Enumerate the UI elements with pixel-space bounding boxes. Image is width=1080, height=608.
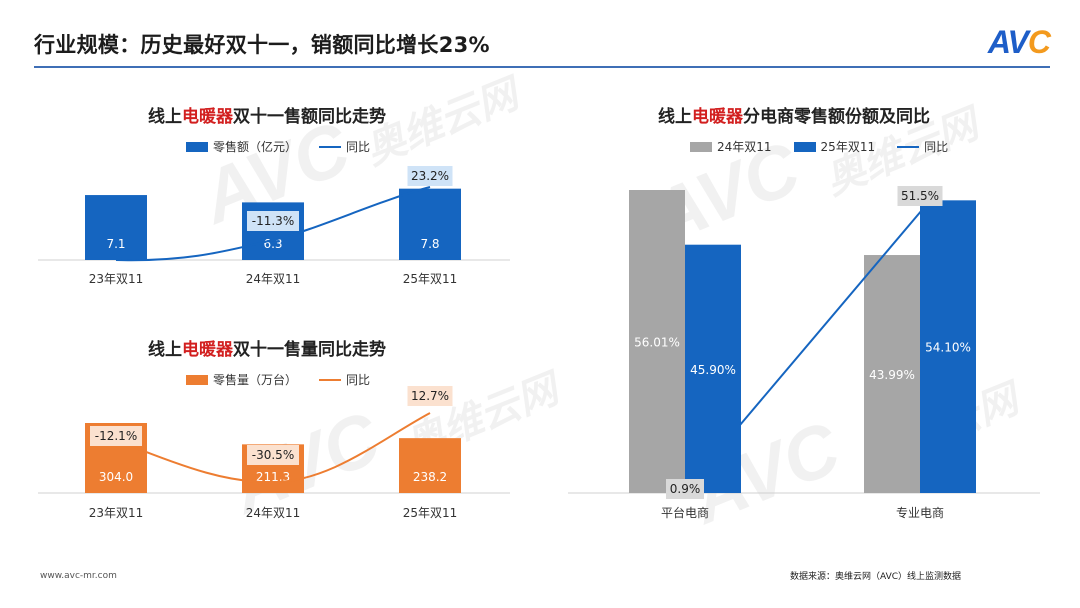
legend-a-swatch	[690, 141, 712, 152]
title-red: 电暖器	[182, 107, 233, 127]
share-bar-25-label: 54.10%	[925, 341, 971, 355]
avc-logo: AVC	[987, 24, 1051, 60]
legend-line-swatch	[319, 145, 342, 148]
legend-b-label: 25年双11	[820, 140, 876, 154]
share-yoy-label-bg	[897, 186, 943, 206]
sales-amount-yoy-label-bg	[407, 166, 453, 186]
title-post: 双十一售额同比走势	[233, 107, 386, 127]
sales-amount-legend: 零售额（亿元） 同比	[186, 138, 384, 155]
sales-amount-bar	[85, 195, 147, 260]
legend-line-item: 同比	[897, 138, 948, 155]
sales-amount-category: 24年双11	[246, 272, 301, 286]
legend-line-label: 同比	[346, 373, 371, 387]
title-red: 电暖器	[692, 107, 743, 127]
sales-volume-bar-label: 211.3	[256, 470, 290, 484]
sales-amount-yoy-label: 23.2%	[411, 169, 449, 183]
share-bar-24-label: 43.99%	[869, 368, 915, 382]
share-bar-24	[629, 190, 685, 493]
page-title: 行业规模：历史最好双十一，销额同比增长23%	[34, 33, 490, 57]
sales-volume-yoy-label: 12.7%	[411, 389, 449, 403]
share-legend: 24年双11 25年双11 同比	[690, 138, 962, 155]
legend-line-swatch	[319, 378, 342, 381]
footer-source: 数据来源：奥维云网（AVC）线上监测数据	[790, 572, 962, 582]
sales-volume-category: 23年双11	[89, 506, 144, 520]
title-post: 双十一售量同比走势	[233, 340, 386, 360]
sales-volume-title: 线上电暖器双十一售量同比走势	[148, 335, 386, 360]
sales-amount-bar-label: 7.8	[420, 237, 439, 251]
sales-amount-category: 25年双11	[403, 272, 458, 286]
legend-bar-item: 零售额（亿元）	[186, 138, 297, 155]
sales-volume-bar-label: 238.2	[413, 470, 447, 484]
sales-amount-bar-label: 7.1	[106, 237, 125, 251]
legend-bar-label: 零售额（亿元）	[213, 140, 298, 154]
legend-line-label: 同比	[346, 140, 371, 154]
share-category: 平台电商	[661, 505, 709, 520]
sales-volume-category: 25年双11	[403, 506, 458, 520]
share-bar-25	[685, 244, 741, 493]
legend-line-swatch	[897, 145, 920, 148]
sales-volume-yoy-label-bg	[90, 426, 142, 446]
legend-bar-label: 零售量（万台）	[213, 373, 298, 387]
legend-bar-swatch	[186, 141, 208, 152]
legend-b-item: 25年双11	[793, 138, 876, 155]
title-post: 分电商零售额份额及同比	[743, 107, 930, 127]
sales-volume-bar-label: 304.0	[99, 470, 133, 484]
legend-line-label: 同比	[924, 140, 949, 154]
sales-volume-category: 24年双11	[246, 506, 301, 520]
share-category: 专业电商	[896, 505, 944, 520]
share-yoy-label: 51.5%	[901, 189, 939, 203]
sales-amount-category: 23年双11	[89, 272, 144, 286]
sales-amount-line	[115, 186, 431, 262]
sales-amount-title: 线上电暖器双十一售额同比走势	[148, 102, 386, 127]
share-yoy-label-bg	[666, 479, 704, 499]
legend-a-item: 24年双11	[690, 138, 772, 155]
title-pre: 线上	[658, 107, 692, 127]
sales-volume-yoy-label: -12.1%	[95, 429, 137, 443]
legend-b-swatch	[793, 141, 816, 152]
share-title: 线上电暖器分电商零售额份额及同比	[658, 102, 930, 127]
share-bar-24-label: 56.01%	[634, 336, 680, 350]
sales-volume-bar	[399, 438, 461, 493]
legend-bar-item: 零售量（万台）	[186, 371, 297, 388]
sales-volume-line	[115, 412, 431, 484]
share-bar-25-label: 45.90%	[690, 363, 736, 377]
sales-volume-yoy-label-bg	[247, 445, 299, 465]
sales-amount-yoy-label: -11.3%	[252, 214, 294, 228]
share-bar-25	[920, 200, 976, 493]
sales-amount-bar	[399, 188, 461, 260]
sales-volume-yoy-label: -30.5%	[252, 448, 294, 462]
sales-volume-legend: 零售量（万台） 同比	[186, 371, 384, 388]
sales-amount-yoy-label-bg	[247, 211, 299, 231]
legend-a-label: 24年双11	[717, 140, 772, 154]
footer-website[interactable]: www.avc-mr.com	[40, 571, 117, 581]
title-divider	[34, 66, 1050, 68]
sales-volume-yoy-label-bg	[407, 386, 453, 406]
legend-line-item: 同比	[319, 138, 370, 155]
legend-bar-swatch	[186, 374, 208, 385]
title-pre: 线上	[148, 340, 182, 360]
share-yoy-label: 0.9%	[670, 482, 701, 496]
legend-line-item: 同比	[319, 371, 370, 388]
title-pre: 线上	[148, 107, 182, 127]
share-yoy-line	[739, 209, 923, 426]
title-red: 电暖器	[182, 340, 233, 360]
share-bar-24	[864, 255, 920, 493]
